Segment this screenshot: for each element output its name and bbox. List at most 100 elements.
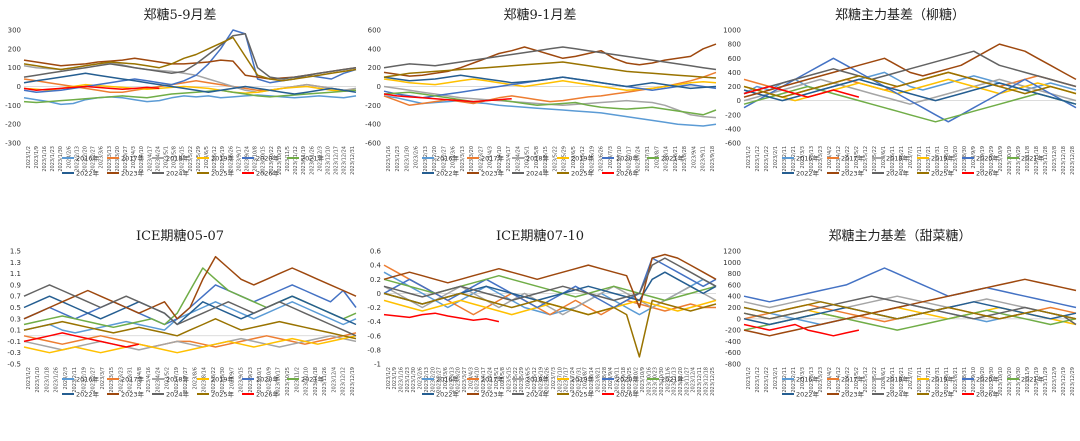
legend-label: 2018年 [166, 374, 190, 383]
x-tick-label: 2023/1/30 [404, 146, 410, 172]
x-tick-label: 2023/5/8 [500, 367, 506, 389]
y-tick-label: 600 [368, 27, 381, 35]
chart-panel-4: ICE期糖05-07 -0.5 -0.3 -0.1 0.1 0.3 0.5 0.7 0.9 1.1… [0, 221, 360, 441]
x-tick-label: 2023/5/1 [164, 146, 170, 168]
legend-label: 2022年 [76, 389, 100, 398]
series-line-2024年 [383, 257, 717, 302]
series-line-2025年 [383, 292, 717, 358]
chart-panel-1: 郑糖5-9月差 -300 -200 -100 0 100 200 300 2023/1/2 202… [0, 0, 360, 220]
series-line-2022年 [743, 78, 1077, 105]
x-tick-label: 2023/2/19 [81, 367, 87, 393]
x-tick-label: 2023/10/25 [285, 367, 291, 396]
x-tick-label: 2023/12/10 [326, 146, 332, 175]
legend-label: 2021年 [661, 374, 685, 383]
x-tick-label: 2023/7/27 [183, 367, 189, 393]
y-tick-label: -0.3 [7, 349, 21, 357]
y-tick-label: -100 [5, 102, 21, 110]
x-tick-label: 2023/10/30 [1016, 367, 1022, 396]
y-tick-label: 600 [728, 55, 741, 63]
series-line-2020年 [743, 267, 1077, 309]
x-tick-label: 2023/5/15 [507, 367, 513, 393]
x-tick-label: 2023/1/16 [386, 146, 392, 172]
y-tick-label: 1000 [723, 259, 741, 267]
series-line-2024年 [743, 50, 1077, 95]
series-line-2018年 [743, 295, 1077, 320]
x-tick-label: 2023/11/12 [293, 146, 299, 175]
y-tick-label: -400 [725, 125, 741, 133]
x-tick-label: 2023/6/19 [589, 146, 595, 172]
x-tick-label: 2023/5/12 [863, 367, 869, 393]
x-tick-label: 2023/12/19 [1061, 367, 1067, 396]
x-tick-label: 2023/3/31 [128, 367, 134, 393]
x-tick-label: 2023/2/6 [418, 367, 424, 389]
series-line-2024年 [743, 295, 1077, 326]
legend-label: 2023年 [481, 168, 505, 177]
legend-label: 2026年 [976, 168, 1000, 177]
x-tick-label: 2023/12/19 [350, 367, 356, 396]
y-tick-label: 400 [728, 69, 741, 77]
x-tick-label: 2023/4/17 [506, 146, 512, 172]
legend-label: 2021年 [301, 153, 325, 162]
x-tick-label: 2023/12/18 [1061, 146, 1067, 175]
x-tick-label: 2023/9/30 [989, 367, 995, 393]
x-tick-label: 2023/5/15 [543, 146, 549, 172]
series-line-2025年 [23, 36, 357, 82]
series-line-2017年 [23, 78, 356, 93]
x-tick-label: 2023/11/18 [1034, 146, 1040, 175]
chart-title: 郑糖9-1月差 [504, 7, 577, 23]
x-tick-label: 2023/11/19 [1034, 367, 1040, 396]
x-tick-label: 2023/2/20 [432, 146, 438, 172]
x-tick-label: 2023/1/30 [411, 367, 417, 393]
chart-panel-3: 郑糖主力基差（柳糖） -600 -400 -200 0 200 400 600 800 1000 2… [720, 0, 1080, 220]
y-tick-label: -200 [725, 111, 741, 119]
y-tick-label: 0.3 [10, 315, 21, 323]
y-tick-label: -600 [725, 140, 741, 148]
x-tick-label: 2023/5/1 [525, 146, 531, 168]
series-line-2023年 [23, 255, 357, 320]
series-line-2019年 [383, 78, 717, 92]
x-tick-label: 2023/8/30 [220, 367, 226, 393]
series-line-2026年 [383, 93, 512, 103]
x-tick-label: 2023/3/27 [123, 146, 129, 172]
legend-label: 2023年 [121, 168, 145, 177]
x-tick-label: 2023/7/19 [174, 367, 180, 393]
series-line-2026年 [743, 85, 860, 98]
x-tick-label: 2023/8/21 [953, 367, 959, 393]
chart-svg: ICE期糖05-07 -0.5 -0.3 -0.1 0.1 0.3 0.5 0.7 0.9 1.1… [7, 228, 357, 398]
x-tick-label: 2023/4/17 [147, 146, 153, 172]
legend-label: 2024年 [166, 168, 190, 177]
legend-label: 2026年 [976, 389, 1000, 398]
y-tick-label: 0 [737, 97, 741, 105]
x-tick-label: 2023/5/1 [494, 367, 500, 389]
y-tick-label: 200 [728, 83, 741, 91]
legend-label: 2018年 [526, 374, 550, 383]
x-tick-label: 2023/11/26 [322, 367, 328, 396]
series-line-2026年 [23, 332, 140, 348]
x-tick-label: 2023/1/30 [58, 146, 64, 172]
y-tick-label: -0.8 [367, 346, 381, 354]
legend-label: 2017年 [481, 153, 505, 162]
x-tick-label: 2023/11/28 [1043, 146, 1049, 175]
legend-label: 2022年 [436, 389, 460, 398]
x-tick-label: 2023/10/20 [1007, 367, 1013, 396]
legend-label: 2016年 [796, 374, 820, 383]
x-tick-label: 2023/12/4 [331, 367, 337, 393]
x-tick-label: 2023/6/5 [526, 367, 532, 389]
y-tick-label: 400 [368, 45, 381, 53]
x-tick-label: 2023/7/31 [935, 367, 941, 393]
legend-label: 2017年 [481, 374, 505, 383]
series-line-2025年 [743, 71, 1077, 98]
x-tick-label: 2023/4/10 [497, 146, 503, 172]
x-tick-label: 2023/12/29 [1070, 367, 1076, 396]
y-tick-label: 0.7 [10, 293, 21, 301]
x-tick-label: 2023/4/22 [845, 146, 851, 172]
series-line-2020年 [23, 29, 357, 93]
x-tick-label: 2023/6/21 [899, 367, 905, 393]
y-tick-label: 1200 [723, 248, 741, 256]
x-tick-label: 2023/1/26 [54, 367, 60, 393]
legend-label: 2019年 [571, 374, 595, 383]
x-tick-label: 2023/5/8 [172, 146, 178, 168]
series-line-2026年 [383, 312, 500, 323]
x-tick-label: 2023/7/31 [935, 146, 941, 172]
x-tick-label: 2023/8/21 [595, 367, 601, 393]
